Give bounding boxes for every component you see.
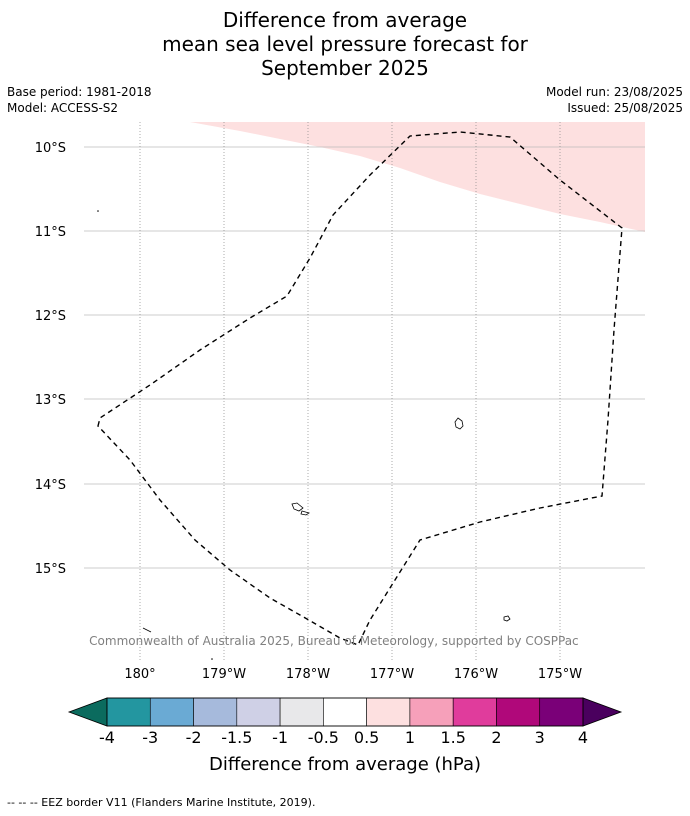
lon-label: 180° — [124, 667, 155, 682]
lat-label: 11°S — [35, 225, 66, 240]
colorbar-tick-label: 4 — [578, 728, 588, 747]
anomaly-region — [190, 122, 645, 232]
lon-label: 179°W — [202, 667, 246, 682]
colorbar-segment — [496, 697, 541, 727]
islet-south — [211, 658, 213, 660]
colorbar-tick-label: 2 — [491, 728, 501, 747]
map-area: © Commonwealth of Australia 2025, Bureau… — [73, 122, 645, 660]
colorbar-tick-label: 1.5 — [440, 728, 465, 747]
copyright-text: © Commonwealth of Australia 2025, Bureau… — [73, 634, 578, 648]
title-line-1: Difference from average — [222, 8, 468, 32]
title-line-3: September 2025 — [261, 56, 429, 80]
lat-label: 10°S — [35, 141, 66, 156]
base-period: Base period: 1981-2018 — [7, 85, 152, 99]
colorbar-tick-labels: -4 -3 -2 -1.5 -1 -0.5 0.5 1 1.5 2 3 4 — [99, 728, 588, 747]
colorbar-segment — [193, 697, 238, 727]
colorbar-tick-label: -4 — [99, 728, 115, 747]
colorbar-segment — [106, 697, 151, 727]
colorbar-segment — [539, 697, 584, 727]
colorbar-tick-label: -3 — [142, 728, 158, 747]
model-name: Model: ACCESS-S2 — [7, 101, 119, 115]
colorbar-tick-label: -0.5 — [308, 728, 339, 747]
colorbar: -4 -3 -2 -1.5 -1 -0.5 0.5 1 1.5 2 3 4 Difference fr… — [67, 697, 623, 775]
lon-label: 178°W — [286, 667, 330, 682]
colorbar-extend-right — [582, 697, 623, 727]
lat-labels: 10°S 11°S 12°S 13°S 14°S 15°S — [35, 141, 66, 577]
lat-label: 14°S — [35, 478, 66, 493]
colorbar-segment — [279, 697, 324, 727]
title-line-2: mean sea level pressure forecast for — [162, 32, 528, 56]
colorbar-label: Difference from average (hPa) — [209, 754, 481, 775]
colorbar-segment — [452, 697, 497, 727]
lat-gridlines — [84, 146, 645, 569]
island-south — [503, 615, 511, 622]
colorbar-segment — [323, 697, 367, 727]
issued-date: Issued: 25/08/2025 — [567, 101, 683, 115]
colorbar-tick-label: 1 — [405, 728, 415, 747]
island-east — [454, 417, 464, 430]
colorbar-segments — [106, 697, 584, 727]
model-run: Model run: 23/08/2025 — [545, 85, 683, 99]
colorbar-tick-label: -1 — [272, 728, 288, 747]
colorbar-segment — [409, 697, 454, 727]
lat-label: 15°S — [35, 562, 66, 577]
colorbar-tick-label: 0.5 — [354, 728, 379, 747]
colorbar-tick-label: -1.5 — [221, 728, 252, 747]
island-west — [291, 502, 310, 516]
meta-left: Base period: 1981-2018 Model: ACCESS-S2 — [7, 84, 152, 116]
lon-label: 175°W — [538, 667, 582, 682]
legend-footer: -- -- -- EEZ border V11 (Flanders Marine… — [7, 796, 316, 809]
colorbar-outline — [106, 697, 584, 727]
colorbar-extend-left — [67, 697, 108, 727]
islet-northwest — [97, 210, 99, 212]
colorbar-tick-label: 3 — [535, 728, 545, 747]
colorbar-tick-label: -2 — [186, 728, 202, 747]
lon-label: 176°W — [454, 667, 498, 682]
colorbar-segment — [366, 697, 411, 727]
islet-southwest — [142, 627, 152, 633]
colorbar-segment — [149, 697, 194, 727]
lon-labels: 180° 179°W 178°W 177°W 176°W 175°W — [124, 667, 582, 682]
meta-right: Model run: 23/08/2025 Issued: 25/08/2025 — [546, 84, 683, 116]
lat-label: 12°S — [35, 309, 66, 324]
lat-label: 13°S — [35, 393, 66, 408]
chart-title: Difference from average mean sea level p… — [0, 8, 690, 80]
lon-gridlines — [139, 122, 561, 660]
lon-label: 177°W — [370, 667, 414, 682]
colorbar-segment — [236, 697, 281, 727]
